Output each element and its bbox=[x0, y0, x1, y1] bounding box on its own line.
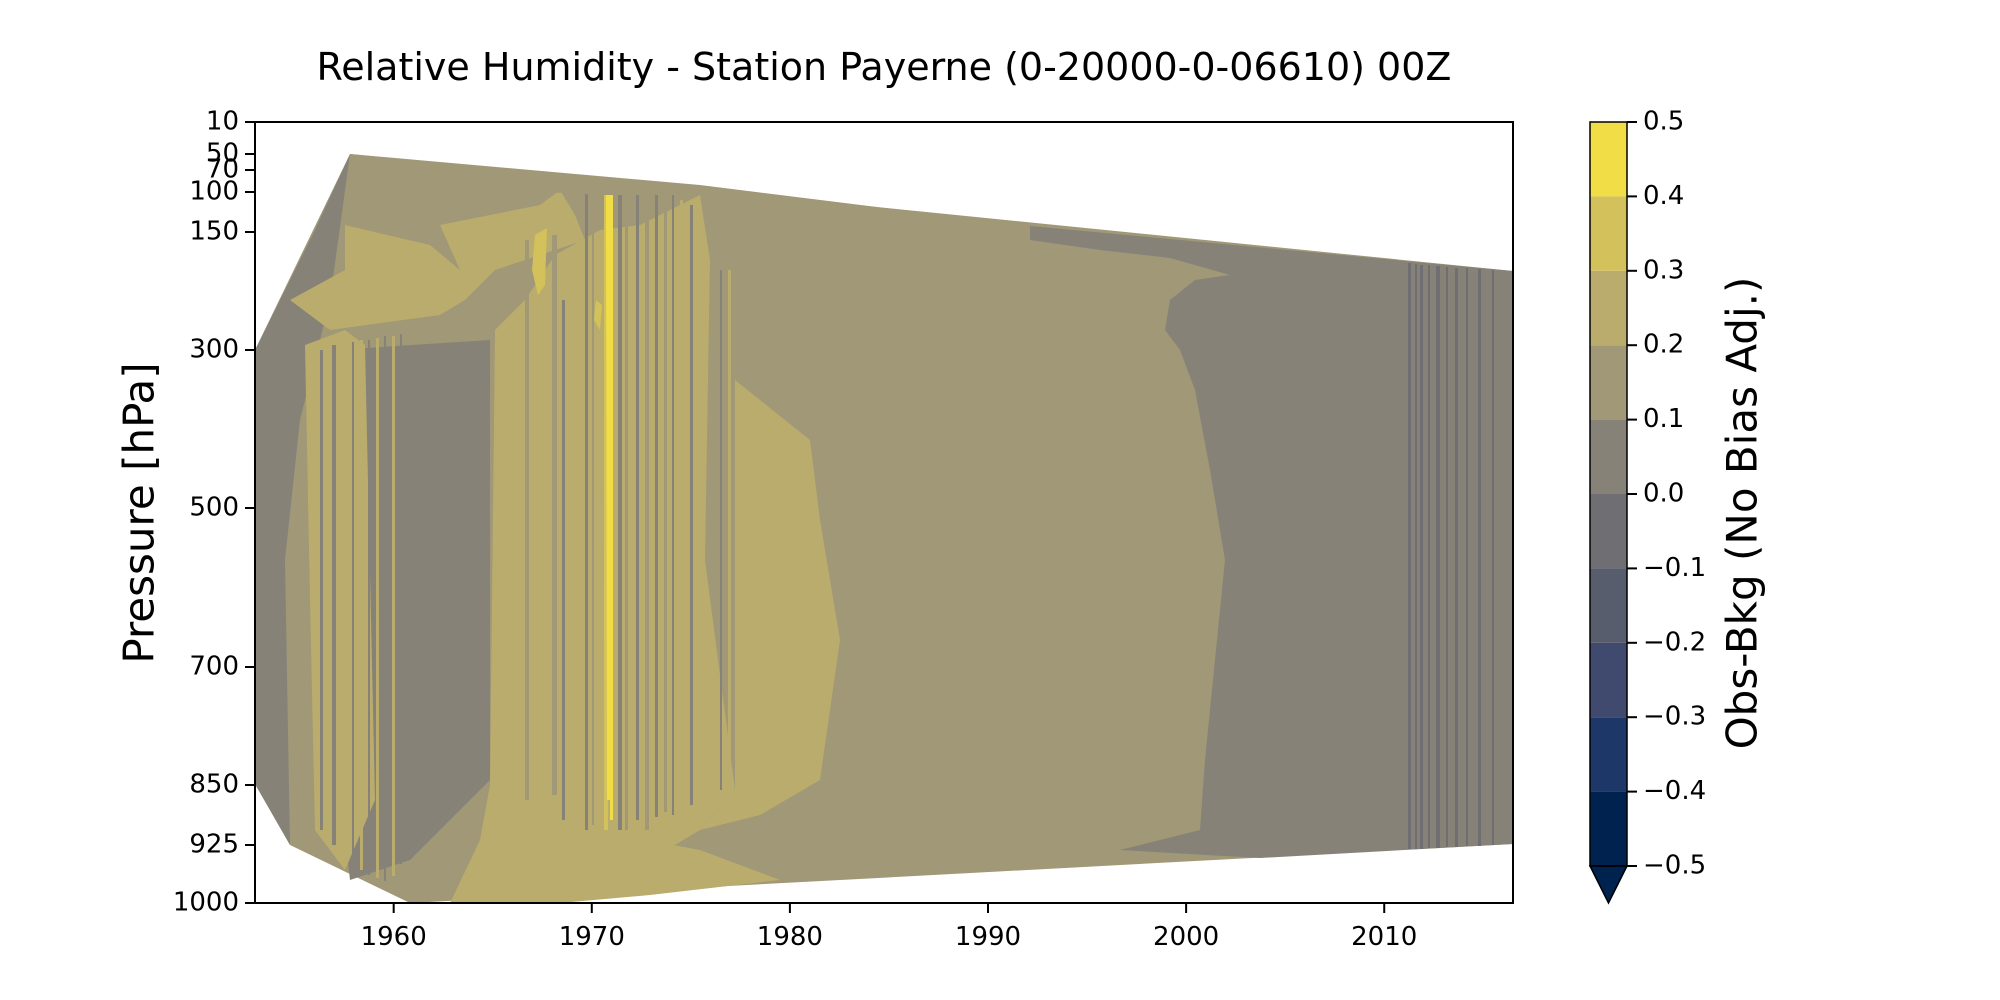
colorbar-segment bbox=[1590, 419, 1627, 494]
x-tick-label: 1990 bbox=[955, 922, 1021, 952]
colorbar-tick-label: 0.1 bbox=[1643, 404, 1684, 434]
colorbar-extend-triangle bbox=[1588, 865, 1629, 905]
contour-region-late-dark bbox=[1030, 226, 1513, 858]
contour-early-stripes bbox=[320, 334, 402, 881]
y-tick-label: 50 bbox=[206, 139, 239, 169]
plot-frame bbox=[254, 121, 1514, 904]
chart-title: Relative Humidity - Station Payerne (0-2… bbox=[317, 45, 1452, 89]
y-tick-label: 100 bbox=[189, 177, 239, 207]
contour-late-stripes bbox=[1408, 263, 1494, 849]
colorbar-tick-label: 0.0 bbox=[1643, 479, 1684, 509]
plot-area bbox=[255, 122, 1513, 903]
colorbar-tick-label: 0.4 bbox=[1643, 181, 1684, 211]
y-tick-label: 1000 bbox=[173, 888, 239, 918]
contour-yellow-speck-2 bbox=[594, 300, 602, 330]
x-tick-label: 2010 bbox=[1351, 922, 1417, 952]
colorbar-tick-label: −0.1 bbox=[1643, 553, 1706, 583]
y-tick-label: 700 bbox=[189, 652, 239, 682]
y-axis-label: Pressure [hPa] bbox=[115, 362, 164, 663]
colorbar-segment bbox=[1590, 568, 1627, 643]
y-tick-label: 500 bbox=[189, 493, 239, 523]
y-tick-label: 10 bbox=[206, 107, 239, 137]
colorbar-tick-label: −0.4 bbox=[1643, 776, 1706, 806]
colorbar-segment bbox=[1590, 122, 1627, 197]
colorbar-segment bbox=[1590, 345, 1627, 420]
colorbar-segment bbox=[1590, 196, 1627, 271]
colorbar-tick-label: −0.3 bbox=[1643, 702, 1706, 732]
contour-region-early-stripes bbox=[305, 330, 375, 870]
y-tick-label: 850 bbox=[189, 770, 239, 800]
y-tick-label: 70 bbox=[206, 155, 239, 185]
colorbar-segment bbox=[1590, 270, 1627, 346]
colorbar-tick-label: −0.5 bbox=[1643, 851, 1706, 881]
colorbar-tick-label: 0.3 bbox=[1643, 255, 1684, 285]
contour-region-top-band bbox=[350, 154, 1030, 240]
colorbar: −0.5 −0.4 −0.3 −0.2 −0.1 0.0 0.1 0.2 0.3 0.4 0.5 bbox=[1588, 107, 1706, 905]
colorbar-segment bbox=[1590, 642, 1627, 718]
x-tick-label: 1960 bbox=[361, 922, 427, 952]
colorbar-segment bbox=[1590, 717, 1627, 792]
contour-region-bottom-strip bbox=[460, 820, 780, 903]
x-tick-label: 1980 bbox=[757, 922, 823, 952]
y-tick-label: 300 bbox=[189, 335, 239, 365]
x-tick-label: 1970 bbox=[559, 922, 625, 952]
x-tick-label: 2000 bbox=[1153, 922, 1219, 952]
contour-region-late70s-patch bbox=[700, 380, 840, 830]
contour-region-left-wedge bbox=[255, 154, 350, 845]
x-axis: 1960 1970 1980 1990 2000 2010 bbox=[361, 903, 1417, 952]
contour-mid-stripes bbox=[525, 190, 731, 830]
colorbar-tick-label: 0.5 bbox=[1643, 107, 1684, 137]
contour-yellow-speck-1 bbox=[532, 228, 547, 295]
colorbar-label: Obs-Bkg (No Bias Adj.) bbox=[1718, 277, 1767, 750]
colorbar-segment bbox=[1590, 791, 1627, 866]
contour-yellow-streak bbox=[606, 195, 611, 800]
colorbar-tick-label: −0.2 bbox=[1643, 627, 1706, 657]
y-tick-label: 925 bbox=[189, 830, 239, 860]
colorbar-tick-label: 0.2 bbox=[1643, 330, 1684, 360]
y-tick-label: 150 bbox=[189, 217, 239, 247]
contour-region-upper-swirl bbox=[290, 190, 585, 330]
colorbar-segment bbox=[1590, 494, 1627, 569]
